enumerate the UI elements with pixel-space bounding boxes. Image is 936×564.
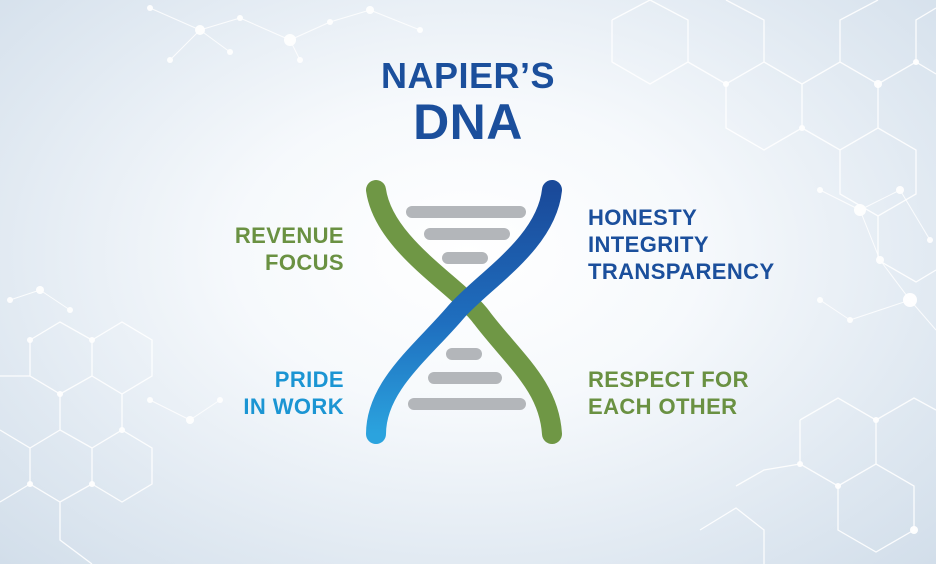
value-text-line: PRIDE: [274, 367, 344, 392]
value-respect-for-each-other: RESPECT FOR EACH OTHER: [588, 366, 749, 420]
dna-rungs: [406, 206, 526, 410]
value-honesty-integrity-transparency: HONESTY INTEGRITY TRANSPARENCY: [588, 204, 775, 285]
value-text-line: FOCUS: [265, 250, 344, 275]
title-line-2: DNA: [413, 94, 523, 150]
title-line-1: NAPIER’S: [380, 55, 556, 96]
dna-blue-strand: [366, 180, 562, 444]
value-text-line: INTEGRITY: [588, 232, 709, 257]
value-text-line: REVENUE: [234, 223, 344, 248]
value-revenue-focus: REVENUE FOCUS: [235, 222, 344, 276]
value-text-line: HONESTY: [588, 205, 698, 230]
dna-green-strand: [366, 180, 562, 444]
dna-helix-icon: [366, 180, 562, 444]
value-text-line: RESPECT FOR: [588, 367, 749, 392]
value-text-line: EACH OTHER: [588, 394, 738, 419]
value-text-line: IN WORK: [243, 394, 344, 419]
value-pride-in-work: PRIDE IN WORK: [243, 366, 344, 420]
value-text-line: TRANSPARENCY: [588, 259, 775, 284]
